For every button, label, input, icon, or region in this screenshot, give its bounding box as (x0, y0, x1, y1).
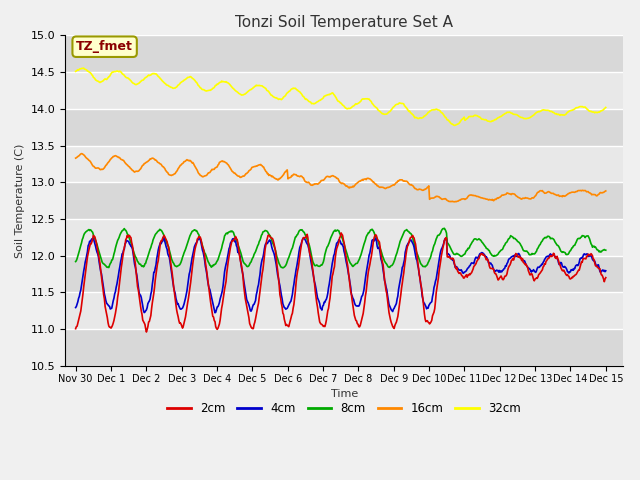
Title: Tonzi Soil Temperature Set A: Tonzi Soil Temperature Set A (236, 15, 453, 30)
Legend: 2cm, 4cm, 8cm, 16cm, 32cm: 2cm, 4cm, 8cm, 16cm, 32cm (163, 397, 526, 420)
Bar (65, 182, 623, 219)
Bar (65, 219, 623, 256)
Bar (65, 109, 623, 145)
Text: TZ_fmet: TZ_fmet (76, 40, 133, 53)
Bar (65, 329, 623, 366)
Bar (65, 36, 623, 72)
Bar (65, 256, 623, 292)
Bar (65, 145, 623, 182)
Bar (65, 72, 623, 109)
Y-axis label: Soil Temperature (C): Soil Temperature (C) (15, 144, 25, 258)
Bar (65, 292, 623, 329)
X-axis label: Time: Time (331, 389, 358, 399)
